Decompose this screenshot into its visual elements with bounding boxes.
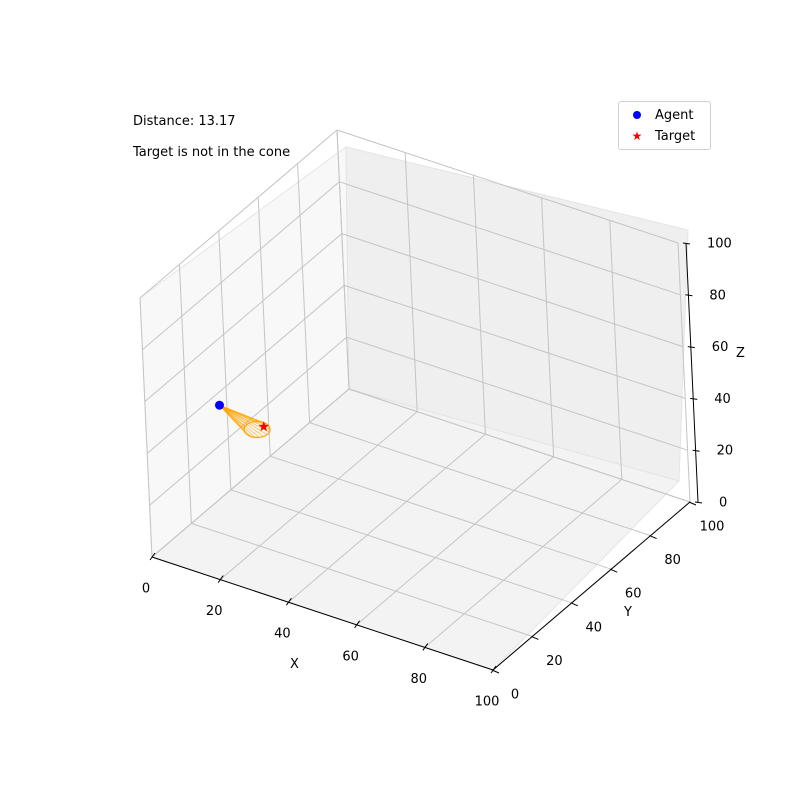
y-tick	[492, 670, 499, 673]
legend-entry-target: ★ Target	[619, 126, 695, 146]
y-tick-label: 80	[664, 553, 681, 568]
z-tick-label: 20	[717, 444, 734, 459]
y-axis-label: Y	[623, 605, 632, 620]
y-tick	[610, 569, 617, 572]
z-tick-label: 0	[719, 496, 727, 511]
agent-point	[215, 401, 224, 410]
z-tick	[685, 295, 692, 296]
y-tick-label: 40	[586, 620, 603, 635]
z-tick	[695, 502, 702, 503]
x-tick-label: 100	[475, 695, 500, 710]
x-tick-label: 80	[411, 672, 428, 687]
z-tick-label: 60	[712, 340, 729, 355]
legend: Agent ★ Target	[618, 101, 711, 150]
legend-label-target: Target	[655, 129, 695, 144]
distance-annotation: Distance: 13.17	[133, 114, 236, 129]
x-tick-label: 20	[206, 604, 223, 619]
z-tick	[688, 347, 695, 348]
x-tick-label: 0	[142, 582, 150, 597]
y-tick	[650, 536, 657, 539]
y-tick	[571, 603, 578, 606]
y-tick-label: 100	[700, 520, 725, 535]
y-tick-label: 60	[625, 587, 642, 602]
z-tick-label: 100	[707, 237, 732, 252]
z-tick-label: 80	[709, 288, 726, 303]
y-tick	[531, 636, 538, 639]
y-tick-label: 0	[511, 688, 519, 703]
x-tick-label: 40	[274, 627, 291, 642]
star-marker-icon: ★	[632, 129, 643, 143]
z-tick	[690, 398, 697, 399]
z-axis-label: Z	[736, 346, 745, 361]
cone-status-annotation: Target is not in the cone	[133, 145, 290, 160]
legend-entry-agent: Agent	[619, 105, 693, 125]
x-axis-label: X	[290, 657, 299, 672]
legend-label-agent: Agent	[655, 108, 693, 123]
z-tick-label: 40	[714, 392, 731, 407]
y-tick-label: 20	[546, 654, 563, 669]
z-tick	[693, 450, 700, 451]
circle-marker-icon	[633, 111, 641, 119]
x-tick-label: 60	[342, 649, 359, 664]
